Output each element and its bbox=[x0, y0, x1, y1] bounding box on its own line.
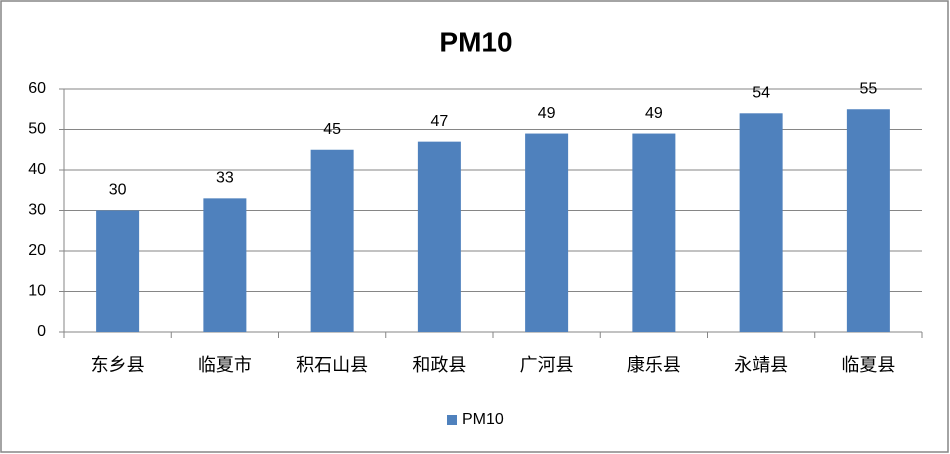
data-label: 30 bbox=[109, 182, 127, 199]
y-tick-label: 30 bbox=[28, 202, 46, 219]
x-tick-label: 永靖县 bbox=[734, 355, 788, 376]
y-tick-label: 20 bbox=[28, 242, 46, 259]
x-tick-label: 东乡县 bbox=[91, 355, 145, 376]
bar bbox=[417, 141, 461, 332]
bar bbox=[310, 149, 354, 332]
bar bbox=[525, 133, 569, 332]
y-tick-label: 40 bbox=[28, 161, 46, 178]
bar bbox=[96, 210, 140, 332]
data-label: 45 bbox=[323, 121, 341, 138]
bar bbox=[203, 198, 247, 332]
x-tick-label: 康乐县 bbox=[627, 355, 681, 376]
chart-title: PM10 bbox=[439, 26, 512, 57]
data-label: 55 bbox=[859, 80, 877, 97]
data-label: 49 bbox=[645, 105, 663, 122]
y-tick-label: 0 bbox=[37, 323, 46, 340]
data-label: 49 bbox=[538, 105, 556, 122]
x-tick-label: 和政县 bbox=[412, 355, 466, 376]
y-tick-label: 50 bbox=[28, 121, 46, 138]
x-tick-label: 积石山县 bbox=[296, 355, 368, 376]
bar bbox=[632, 133, 676, 332]
bar bbox=[739, 113, 783, 332]
bar bbox=[846, 109, 890, 332]
y-tick-label: 10 bbox=[28, 283, 46, 300]
data-label: 47 bbox=[430, 113, 448, 130]
x-tick-label: 临夏市 bbox=[198, 355, 252, 376]
x-tick-label: 广河县 bbox=[520, 355, 574, 376]
y-tick-label: 60 bbox=[28, 80, 46, 97]
x-tick-label: 临夏县 bbox=[841, 355, 895, 376]
data-label: 33 bbox=[216, 170, 234, 187]
legend-swatch bbox=[447, 415, 457, 425]
data-label: 54 bbox=[752, 85, 770, 102]
legend-label: PM10 bbox=[462, 411, 504, 428]
